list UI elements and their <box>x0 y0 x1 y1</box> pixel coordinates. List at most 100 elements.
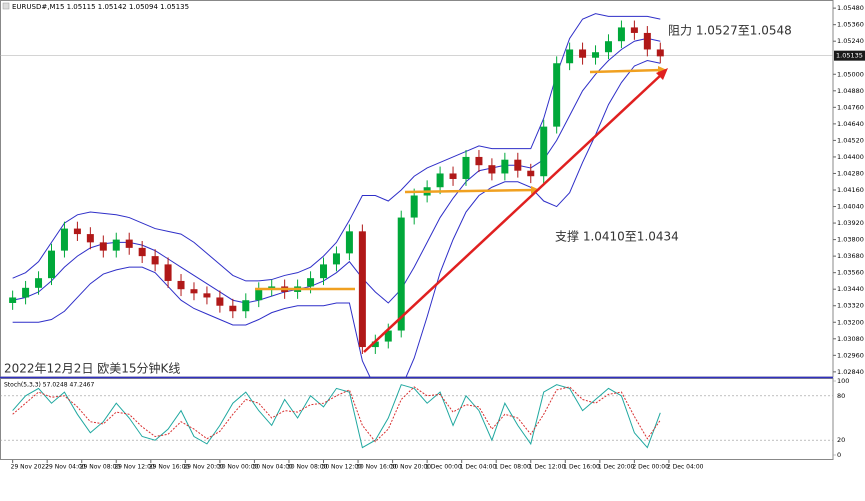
x-tick-label: 29 Nov 16:00 <box>149 464 190 471</box>
x-tick-label: 30 Nov 20:00 <box>391 464 432 471</box>
candle-body <box>579 49 587 58</box>
candle-body <box>138 247 146 257</box>
candle-body <box>86 234 94 243</box>
candle-body <box>177 280 185 290</box>
candle-body <box>514 159 522 171</box>
candle-body <box>475 156 483 166</box>
candle-body <box>22 287 30 298</box>
support-note: 支撑 1.0410至1.0434 <box>555 229 679 244</box>
candle-body <box>449 173 457 179</box>
y-tick-label: 1.02840 <box>837 368 864 376</box>
candle-body <box>9 297 17 303</box>
y-tick-label: 1.03440 <box>837 285 864 293</box>
candle-body <box>410 195 418 218</box>
bollinger-upper <box>12 13 661 282</box>
x-tick-label: 30 Nov 00:00 <box>218 464 259 471</box>
candle-body <box>125 239 133 248</box>
axes: 1.05480 1.05360 1.05240 1.05000 1.04880 1.047… <box>11 4 865 471</box>
candle-body <box>320 264 328 279</box>
y-tick-label: 1.04160 <box>837 186 864 194</box>
x-tick-label: 1 Dec 16:00 <box>563 464 600 471</box>
candle-body <box>384 330 392 342</box>
y-tick-label: 1.04040 <box>837 203 864 211</box>
candle-body <box>501 159 509 174</box>
y-tick-label: 1.04520 <box>837 136 864 144</box>
symbol-icon <box>2 2 10 10</box>
y-tick-label: 1.03800 <box>837 236 864 244</box>
candle-body <box>656 49 664 57</box>
y-tick-label: 1.05240 <box>837 37 864 45</box>
candle-body <box>436 173 444 188</box>
x-tick-label: 2 Dec 04:00 <box>667 464 704 471</box>
candle-body <box>60 228 68 251</box>
candle-body <box>553 63 561 127</box>
resistance-line <box>589 68 663 74</box>
trend-line <box>363 73 663 353</box>
stoch-line <box>12 384 661 449</box>
candle-body <box>242 300 250 312</box>
current-price-box <box>834 50 865 61</box>
stoch-tick-label: 0 <box>837 451 841 459</box>
y-tick-label: 1.03920 <box>837 219 864 227</box>
candle-body <box>151 256 159 265</box>
symbol-header: EURUSD#,M15 1.05115 1.05142 1.05094 1.05… <box>12 3 189 11</box>
arrow-head <box>656 68 668 80</box>
candle-body <box>462 156 470 179</box>
y-tick-label: 1.04640 <box>837 120 864 128</box>
candle-body <box>307 278 315 287</box>
candle-body <box>592 52 600 58</box>
candle-body <box>643 32 651 50</box>
x-tick-label: 30 Nov 04:00 <box>252 464 293 471</box>
candle-body <box>527 170 535 177</box>
support-line <box>404 188 536 194</box>
x-tick-label: 1 Dec 08:00 <box>494 464 531 471</box>
stoch-tick-label: 20 <box>837 436 845 444</box>
y-tick-label: 1.04760 <box>837 103 864 111</box>
x-tick-label: 30 Nov 12:00 <box>322 464 363 471</box>
candle-body <box>397 217 405 331</box>
y-tick-label: 1.03560 <box>837 269 864 277</box>
stoch-line <box>12 386 661 443</box>
stoch-frame <box>0 378 834 460</box>
candle-body <box>332 253 340 265</box>
y-tick-label: 1.03080 <box>837 335 864 343</box>
y-tick-label: 1.04280 <box>837 169 864 177</box>
y-tick-label: 1.05480 <box>837 4 864 12</box>
candle-body <box>566 49 574 64</box>
candle-body <box>540 126 548 177</box>
x-tick-label: 1 Dec 04:00 <box>460 464 497 471</box>
chart-caption: 2022年12月2日 欧美15分钟K线 <box>4 361 180 376</box>
y-tick-label: 1.05000 <box>837 70 864 78</box>
resistance-note: 阻力 1.0527至1.0548 <box>668 24 792 38</box>
x-tick-label: 29 Nov 2022 <box>11 464 50 471</box>
candle-body <box>216 297 224 306</box>
price-panel <box>0 13 833 377</box>
stoch-tick-label: 80 <box>837 392 845 400</box>
y-tick-label: 1.02960 <box>837 351 864 359</box>
candle-body <box>164 264 172 281</box>
candle-body <box>229 305 237 312</box>
candle-body <box>35 278 43 288</box>
candle-body <box>604 41 612 53</box>
candle-body <box>371 341 379 348</box>
stoch-panel <box>0 384 833 449</box>
y-tick-label: 1.03680 <box>837 252 864 260</box>
y-tick-label: 1.05360 <box>837 21 864 29</box>
x-tick-label: 29 Nov 08:00 <box>80 464 121 471</box>
x-tick-label: 30 Nov 16:00 <box>356 464 397 471</box>
y-tick-label: 1.03200 <box>837 318 864 326</box>
candle-body <box>345 231 353 254</box>
candle-body <box>255 289 263 301</box>
candle-body <box>47 250 55 279</box>
stoch-title: Stoch(5,3,3) 57.0248 47.2467 <box>4 382 95 389</box>
main-frame <box>0 0 834 378</box>
current-price-label: 1.05135 <box>836 52 863 60</box>
y-tick-label: 1.03320 <box>837 302 864 310</box>
y-tick-label: 1.04400 <box>837 153 864 161</box>
stoch-tick-label: 100 <box>837 377 849 385</box>
candle-body <box>203 293 211 298</box>
x-tick-label: 1 Dec 12:00 <box>529 464 566 471</box>
drawings <box>255 66 668 353</box>
candle-body <box>630 27 638 33</box>
